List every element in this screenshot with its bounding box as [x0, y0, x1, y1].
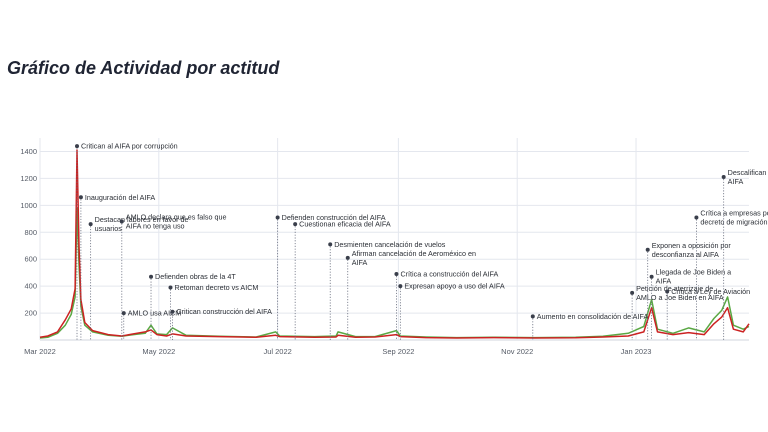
annotation-label: Desmienten cancelación de vuelos [334, 240, 445, 249]
annotation-label: AMLO usa AICM [128, 309, 182, 318]
annotation-marker [119, 219, 124, 224]
annotation-label: Aumento en consolidación de AIFA [537, 312, 649, 321]
y-tick-label: 800 [24, 228, 37, 237]
annotation-label: Expresan apoyo a uso del AIFA [404, 282, 504, 291]
y-gridlines [40, 150, 749, 341]
annotation-label: AMLO declara que es falso que [126, 212, 227, 221]
x-axis-ticks: Mar 2022 May 2022 Jul 2022 Sep 2022 Nov 2022… [24, 347, 651, 356]
annotation-label: Afirman cancelación de Aeroméxico en [352, 249, 476, 258]
annotation-label: AMLO a Joe Biden en AIFA [636, 293, 724, 302]
y-tick-label: 1000 [20, 201, 37, 210]
annotation-marker [293, 222, 298, 227]
x-tick-label: Nov 2022 [501, 347, 533, 356]
annotation-label: Crítica a Ley de Aviación [671, 287, 750, 296]
annotation-marker [394, 272, 399, 277]
annotation-label: Critican al AIFA por corrupción [81, 142, 178, 151]
y-tick-label: 1200 [20, 174, 37, 183]
annotation-label: Defienden obras de la 4T [155, 272, 236, 281]
x-tick-label: Jul 2022 [263, 347, 291, 356]
annotation-marker [149, 274, 154, 279]
annotation-marker [75, 144, 80, 149]
annotation-label: Critican construcción del AIFA [176, 307, 272, 316]
series-line [39, 207, 750, 339]
annotation-label: Inauguración del AIFA [85, 193, 156, 202]
annotation-label: AIFA [728, 177, 744, 186]
annotation-marker [170, 309, 175, 314]
annotation-marker [121, 311, 126, 316]
annotation-marker [694, 215, 699, 220]
annotation-label: AIFA [352, 258, 368, 267]
annotation-label: Destacan labores en favor de [95, 215, 189, 224]
annotation-label: Cuestionan eficacia del AIFA [299, 220, 391, 229]
annotation-marker [630, 290, 635, 295]
annotation-label: desconfianza al AIFA [652, 250, 719, 259]
annotation-marker [328, 242, 333, 247]
annotation-label: Llegada de Joe Biden a [656, 268, 732, 277]
annotation-marker [275, 215, 280, 220]
annotation-marker [168, 285, 173, 290]
annotation-label: Crítica a empresas por aceptar [700, 208, 768, 217]
annotation-marker [398, 284, 403, 289]
annotation-label: usuarios [95, 224, 123, 233]
annotation-marker [645, 247, 650, 252]
annotation-label: AIFA no tenga uso [126, 221, 185, 230]
annotation-label: Exponen a oposición por [652, 241, 732, 250]
annotation-label: decreto de migración a AIFA [700, 217, 768, 226]
annotation-marker [721, 175, 726, 180]
page-title: Gráfico de Actividad por actitud [7, 58, 280, 78]
annotation-marker [649, 274, 654, 279]
annotation-label: Descalifican construcción del [728, 168, 768, 177]
y-tick-label: 1400 [20, 147, 37, 156]
x-tick-label: Sep 2022 [382, 347, 414, 356]
y-tick-label: 200 [24, 309, 37, 318]
series-lines [39, 149, 750, 339]
y-tick-label: 600 [24, 255, 37, 264]
annotation-marker [665, 289, 670, 294]
annotation-marker [88, 222, 93, 227]
annotations: Critican al AIFA por corrupción Inaugurac… [75, 142, 768, 340]
annotation-label: AIFA [656, 277, 672, 286]
annotation-label: Crítica a construcción del AIFA [400, 270, 498, 279]
y-tick-label: 400 [24, 282, 37, 291]
x-tick-label: Mar 2022 [24, 347, 56, 356]
x-tick-label: Jan 2023 [621, 347, 652, 356]
annotation-marker [78, 195, 83, 200]
annotation-label: Defienden construcción del AIFA [282, 213, 386, 222]
y-axis-ticks: 200 400 600 800 1000 1200 1400 [20, 147, 37, 318]
annotation-marker [530, 314, 535, 319]
annotation-label: Petición de aterrizaje de [636, 284, 713, 293]
series-line [39, 149, 750, 339]
annotation-label: Retoman decreto vs AICM [175, 283, 259, 292]
annotation-marker [345, 255, 350, 260]
x-tick-label: May 2022 [142, 347, 175, 356]
